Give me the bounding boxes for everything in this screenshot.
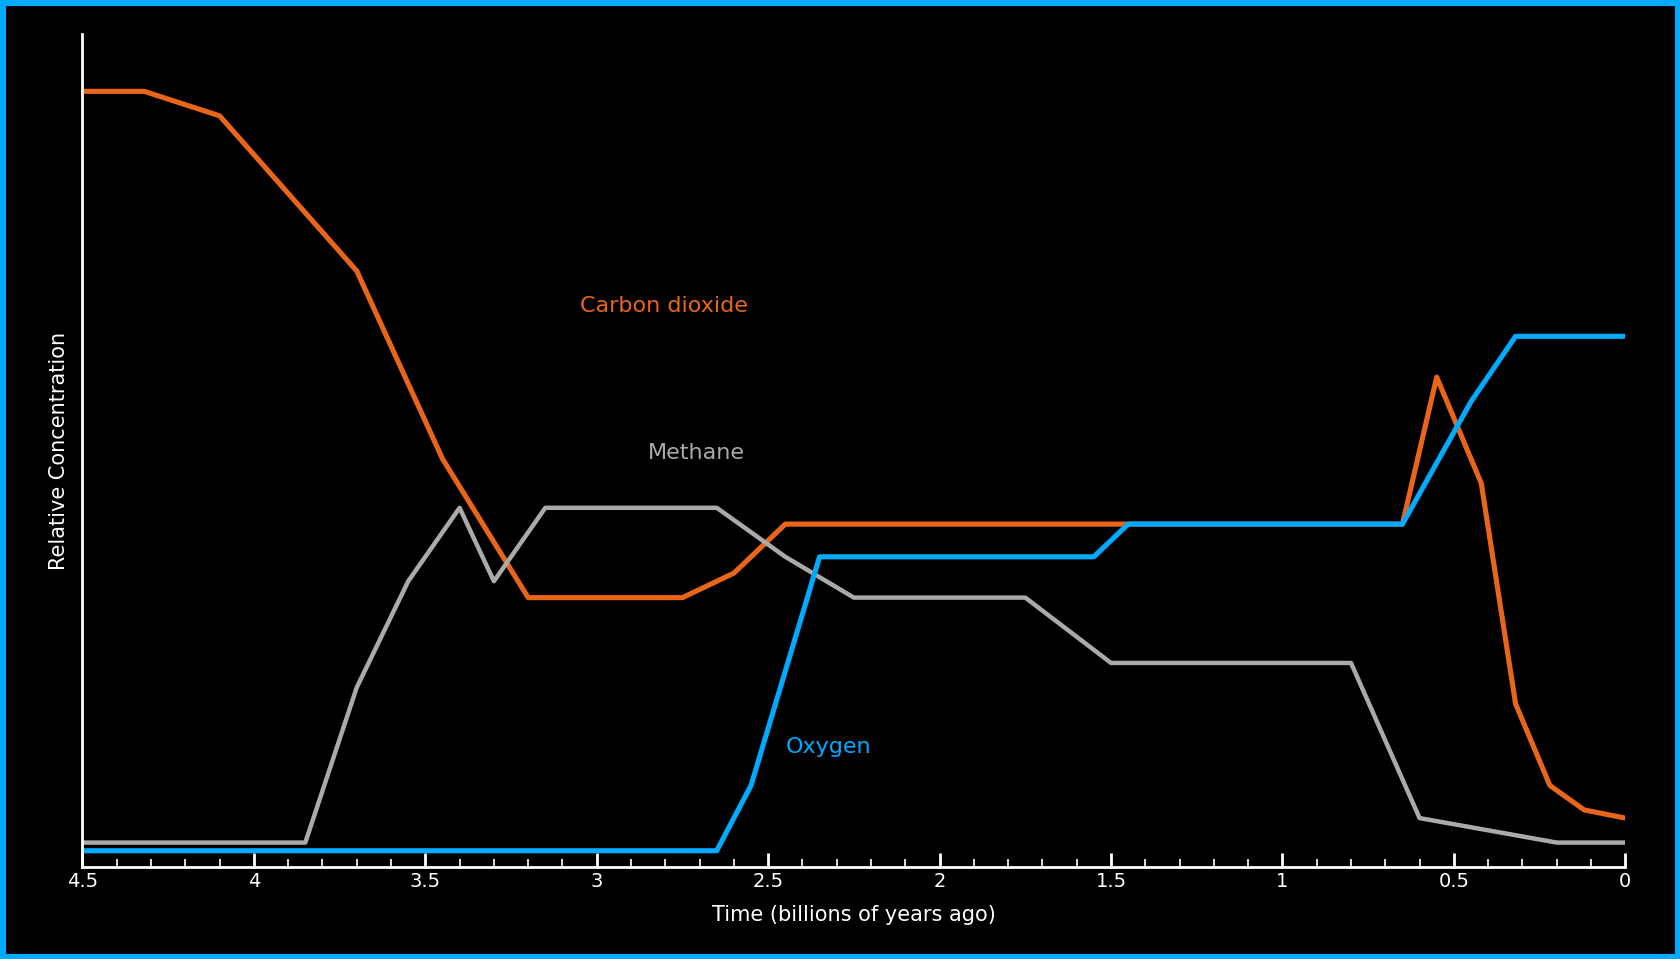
X-axis label: Time (billions of years ago): Time (billions of years ago)	[712, 905, 996, 924]
Text: Methane: Methane	[648, 443, 746, 463]
Y-axis label: Relative Concentration: Relative Concentration	[49, 332, 69, 570]
Text: Carbon dioxide: Carbon dioxide	[580, 295, 748, 316]
Text: Oxygen: Oxygen	[785, 737, 870, 757]
